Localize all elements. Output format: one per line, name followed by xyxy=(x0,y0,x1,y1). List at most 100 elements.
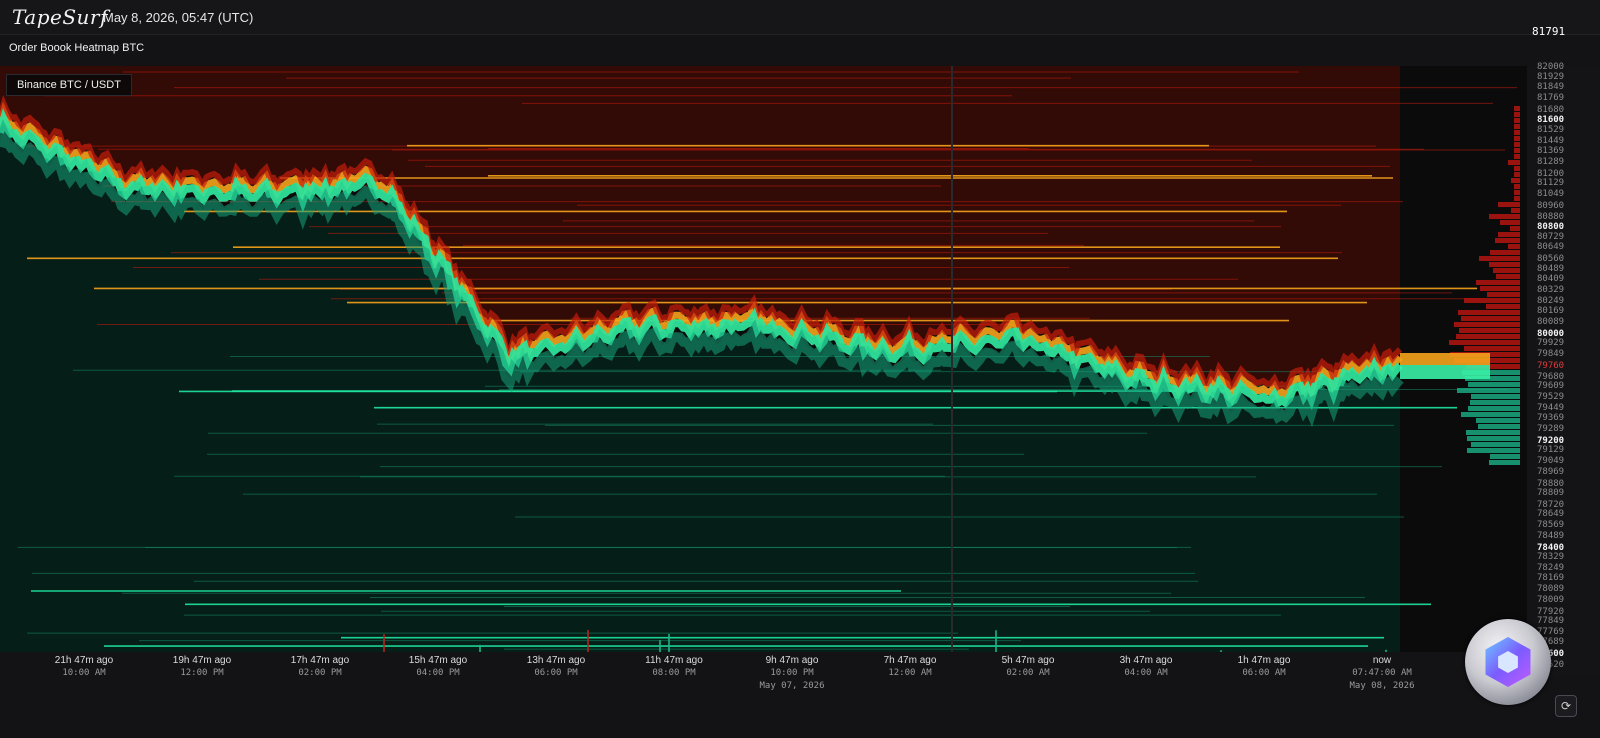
price-tick: 80880 xyxy=(1537,211,1565,222)
price-tick: 77769 xyxy=(1537,626,1565,637)
depth-ask-bar xyxy=(1458,310,1520,315)
market-label: Binance BTC / USDT xyxy=(6,74,132,96)
current-datetime: May 8, 2026, 05:47 (UTC) xyxy=(103,10,254,25)
depth-ask-bar xyxy=(1461,316,1520,321)
depth-ask-bar xyxy=(1514,166,1520,171)
price-tick: 79200 xyxy=(1537,435,1565,446)
price-tick: 81529 xyxy=(1537,124,1565,135)
depth-bid-bar xyxy=(1462,370,1520,375)
depth-bid-bar xyxy=(1467,448,1520,453)
depth-bid-bar xyxy=(1471,442,1520,447)
price-tick: 77849 xyxy=(1537,616,1565,627)
heatmap-chart[interactable]: Binance BTC / USDT 82000 81929 81849 81769 8… xyxy=(0,62,1600,738)
price-tick: 81129 xyxy=(1537,178,1565,189)
price-tick: 79529 xyxy=(1537,391,1565,402)
price-tick: 80649 xyxy=(1537,242,1565,253)
price-tick: 78809 xyxy=(1537,487,1565,498)
depth-ask-bar xyxy=(1459,328,1520,333)
time-label-clock: 12:00 PM xyxy=(180,668,224,678)
time-label-ago: 19h 47m ago xyxy=(172,655,232,666)
current-ask-block xyxy=(1400,353,1490,365)
price-tick: 79849 xyxy=(1537,349,1565,360)
time-label-date: May 07, 2026 xyxy=(759,681,825,691)
depth-bid-bar xyxy=(1470,400,1520,405)
price-tick: 80249 xyxy=(1537,295,1565,306)
depth-ask-bar xyxy=(1449,340,1520,345)
last-price-label: 81791 xyxy=(1532,25,1566,38)
price-tick: 79129 xyxy=(1537,445,1565,456)
price-tick: 79609 xyxy=(1537,381,1565,392)
ask-fringe xyxy=(0,94,1403,392)
price-axis[interactable]: 82000 81929 81849 81769 81680 81600 81529 81449… xyxy=(1527,62,1600,676)
depth-ask-bar xyxy=(1456,334,1520,339)
time-label-clock: 12:00 AM xyxy=(888,668,932,678)
top-bar: TapeSurf May 8, 2026, 05:47 (UTC) xyxy=(0,0,1600,35)
depth-bid-bar xyxy=(1461,412,1520,417)
price-tick: 78489 xyxy=(1537,530,1565,541)
time-label-clock: 06:00 AM xyxy=(1242,668,1286,678)
time-axis[interactable]: 21h 47m ago 10:00 AM 19h 47m ago 12:00 PM 17… xyxy=(0,652,1527,738)
time-label-clock: 07:47:00 AM xyxy=(1352,668,1412,678)
depth-bid-bar xyxy=(1489,460,1520,465)
time-label-clock: 02:00 PM xyxy=(298,668,342,678)
depth-ask-bar xyxy=(1514,112,1520,117)
price-tick: 80409 xyxy=(1537,274,1565,285)
refresh-icon[interactable]: ⟳ xyxy=(1555,695,1577,717)
time-label-ago: 11h 47m ago xyxy=(645,655,703,666)
time-label-date: May 08, 2026 xyxy=(1349,681,1415,691)
depth-ask-bar xyxy=(1487,292,1520,297)
time-label-clock: 04:00 PM xyxy=(416,668,460,678)
price-tick: 78400 xyxy=(1537,542,1565,553)
price-tick: 79760 xyxy=(1537,361,1565,371)
depth-bid-bar xyxy=(1476,418,1520,423)
price-tick: 78649 xyxy=(1537,509,1565,520)
depth-bid-bar xyxy=(1465,376,1520,381)
time-label-clock: 06:00 PM xyxy=(534,668,578,678)
time-label-clock: 08:00 PM xyxy=(652,668,696,678)
depth-ask-bar xyxy=(1493,268,1520,273)
price-tick: 81289 xyxy=(1537,156,1565,167)
time-label-clock: 02:00 AM xyxy=(1006,668,1050,678)
brand-logo-text[interactable]: TapeSurf xyxy=(12,5,108,29)
price-tick: 79049 xyxy=(1537,455,1565,466)
price-tick: 78169 xyxy=(1537,573,1565,584)
price-tick: 79289 xyxy=(1537,423,1565,434)
time-label-ago: 7h 47m ago xyxy=(883,655,937,666)
heatmap-canvas[interactable] xyxy=(0,66,1527,676)
depth-bid-bar xyxy=(1478,424,1520,429)
depth-bid-bar xyxy=(1468,406,1520,411)
depth-ask-bar xyxy=(1508,244,1520,249)
price-tick: 80729 xyxy=(1537,231,1565,242)
depth-ask-bar xyxy=(1496,274,1520,279)
depth-ask-bar xyxy=(1490,250,1520,255)
price-tick: 81449 xyxy=(1537,135,1565,146)
price-tick: 80000 xyxy=(1537,329,1565,339)
depth-ask-bar xyxy=(1514,154,1520,159)
depth-ask-bar xyxy=(1511,208,1520,213)
depth-ask-bar xyxy=(1514,190,1520,195)
price-tick: 79929 xyxy=(1537,338,1565,349)
depth-bid-bar xyxy=(1468,382,1520,387)
depth-ask-bar xyxy=(1498,202,1520,207)
price-tick: 78720 xyxy=(1537,499,1565,510)
depth-ask-bar xyxy=(1514,184,1520,189)
time-label-clock: 10:00 PM xyxy=(770,668,814,678)
price-tick: 78089 xyxy=(1537,584,1565,594)
price-tick: 81929 xyxy=(1537,71,1565,82)
price-tick: 81200 xyxy=(1537,168,1565,179)
depth-ask-bar xyxy=(1511,178,1520,183)
depth-ask-bar xyxy=(1514,106,1520,111)
time-label-clock: 10:00 AM xyxy=(62,668,106,678)
depth-ask-bar xyxy=(1498,232,1520,237)
time-label-ago: 17h 47m ago xyxy=(290,655,350,666)
price-tick: 81849 xyxy=(1537,82,1565,93)
price-tick: 78249 xyxy=(1537,562,1565,573)
depth-ask-bar xyxy=(1514,172,1520,177)
time-label-clock: 04:00 AM xyxy=(1124,668,1168,678)
depth-ask-bar xyxy=(1514,142,1520,147)
time-label-ago: 1h 47m ago xyxy=(1237,655,1291,666)
ask-liquidity-zone xyxy=(0,66,1400,389)
depth-ask-bar xyxy=(1464,298,1520,303)
depth-ask-bar xyxy=(1486,304,1520,309)
price-tick: 77920 xyxy=(1537,606,1565,617)
